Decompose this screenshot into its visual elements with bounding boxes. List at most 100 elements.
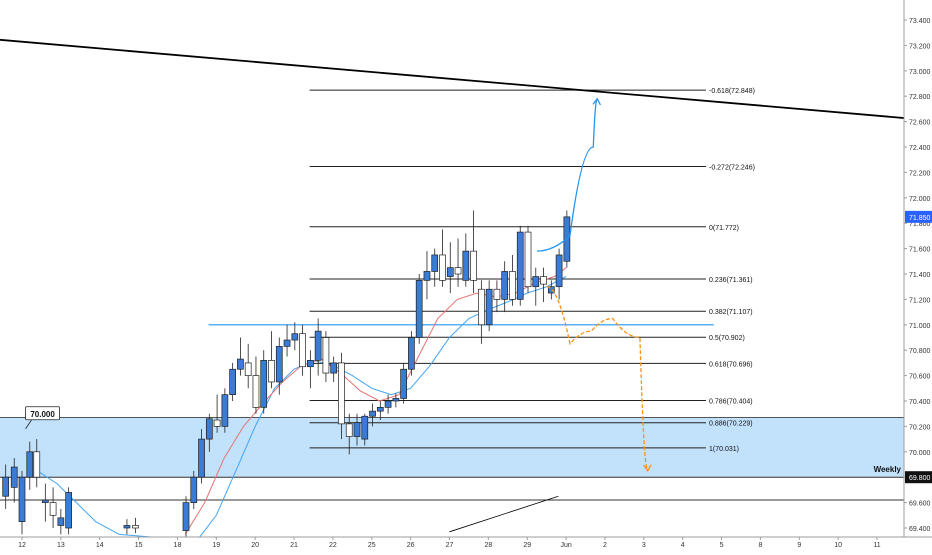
moving-average-red [184, 267, 567, 535]
x-tick-label: 28 [484, 542, 492, 549]
x-tick-label: 11 [873, 542, 880, 549]
projection-path-bullish [536, 98, 598, 252]
candle-body [33, 451, 41, 478]
x-tick-label: 9 [797, 542, 801, 549]
y-tick-label: 72.400 [909, 145, 931, 152]
projection-path-bearish [546, 286, 649, 472]
x-tick-label: 20 [251, 542, 259, 549]
x-tick-label: 10 [834, 542, 842, 549]
candle-body [314, 330, 322, 361]
y-tick-label: 70.600 [909, 374, 931, 381]
candle-body [229, 368, 236, 395]
candle-body [330, 362, 338, 374]
x-tick-label: 29 [523, 542, 531, 549]
fib-level-label: 0.236(71.361) [709, 277, 753, 284]
x-tick-label: 5 [720, 542, 724, 549]
x-tick-label: 25 [368, 542, 376, 549]
fib-level-label: 0.5(70.902) [709, 335, 745, 342]
candle-body [384, 400, 392, 408]
x-tick-label: 26 [407, 542, 415, 549]
candle-body [369, 410, 376, 417]
candle-body [291, 333, 299, 341]
fib-level-label: 0.786(70.404) [709, 398, 753, 405]
y-tick-label: 69.600 [909, 501, 931, 508]
y-tick-label: 70.800 [909, 348, 931, 355]
candle-body [198, 438, 205, 478]
fib-level-label: 0.382(71.107) [709, 309, 753, 316]
candle-body [446, 267, 454, 277]
fib-level-label: 0.886(70.229) [709, 421, 753, 428]
candle-body [237, 358, 244, 370]
x-tick-label: 4 [681, 542, 685, 549]
weekly-level-label: Weekly [874, 465, 902, 474]
current-price-label: 71.850 [909, 215, 931, 222]
price-annotation-pointer [25, 419, 32, 429]
candle-body [345, 423, 353, 437]
candle-body [509, 271, 516, 300]
y-tick-label: 70.200 [909, 424, 931, 431]
demand-zone [0, 417, 904, 478]
y-tick-label: 72.000 [909, 196, 931, 203]
candle-body [65, 492, 72, 529]
x-tick-label: 13 [57, 542, 65, 549]
projection-arrowhead [592, 97, 602, 106]
candle-body [283, 339, 291, 347]
y-tick-label: 71.400 [909, 272, 931, 279]
x-tick-label: 12 [18, 542, 26, 549]
x-tick-label: 21 [290, 542, 298, 549]
candle-body [57, 517, 65, 526]
y-tick-label: 73.400 [909, 18, 931, 25]
price-annotation-label: 70.000 [30, 410, 55, 419]
candle-body [338, 362, 345, 425]
candle-body [2, 476, 10, 497]
candle-body [322, 337, 330, 374]
projection-arrowhead [643, 464, 652, 473]
candle-body [307, 360, 314, 368]
y-tick-label: 69.400 [909, 526, 931, 533]
candle-body [190, 476, 198, 503]
candle-body [275, 346, 283, 383]
x-tick-label: 27 [446, 542, 454, 549]
candle-body [182, 502, 190, 531]
candle-body [454, 267, 462, 275]
candle-body [260, 360, 268, 408]
x-tick-label: 8 [758, 542, 762, 549]
x-tick-label: 3 [642, 542, 646, 549]
candle-body [493, 288, 501, 300]
candle-body [485, 288, 493, 326]
candle-body [252, 375, 260, 408]
current-price-tag [905, 210, 932, 223]
weekly-price-label: 69.800 [909, 475, 931, 482]
candle-body [49, 502, 57, 516]
candle-body [431, 254, 439, 272]
x-tick-label: 15 [135, 542, 143, 549]
small-trendline [449, 495, 559, 533]
price-annotation-box [25, 406, 61, 421]
y-tick-label: 70.000 [909, 450, 931, 457]
candle-body [470, 250, 477, 281]
fib-level-label: -0.618(72.848) [709, 88, 755, 95]
candle-body [516, 231, 524, 300]
y-tick-label: 71.600 [909, 247, 931, 254]
candle-body [524, 231, 532, 288]
y-tick-label: 73.200 [909, 43, 931, 50]
candle-body [392, 398, 400, 402]
price-axis-background [904, 0, 932, 550]
candle-body [123, 525, 131, 529]
x-tick-label: 18 [174, 542, 182, 549]
candle-body [408, 337, 415, 370]
resistance-trendline[interactable] [0, 38, 916, 120]
candle-body [415, 280, 423, 338]
candle-body [423, 271, 431, 281]
fib-level-label: 0(71.772) [709, 225, 739, 232]
candle-body [213, 419, 221, 427]
y-tick-label: 71.200 [909, 297, 931, 304]
fib-level-label: 0.618(70.696) [709, 361, 753, 368]
candle-body [400, 368, 407, 399]
x-tick-label: 14 [96, 542, 104, 549]
fib-level-label: 1(70.031) [709, 446, 739, 453]
candle-body [221, 394, 229, 427]
candle-body [376, 407, 384, 412]
